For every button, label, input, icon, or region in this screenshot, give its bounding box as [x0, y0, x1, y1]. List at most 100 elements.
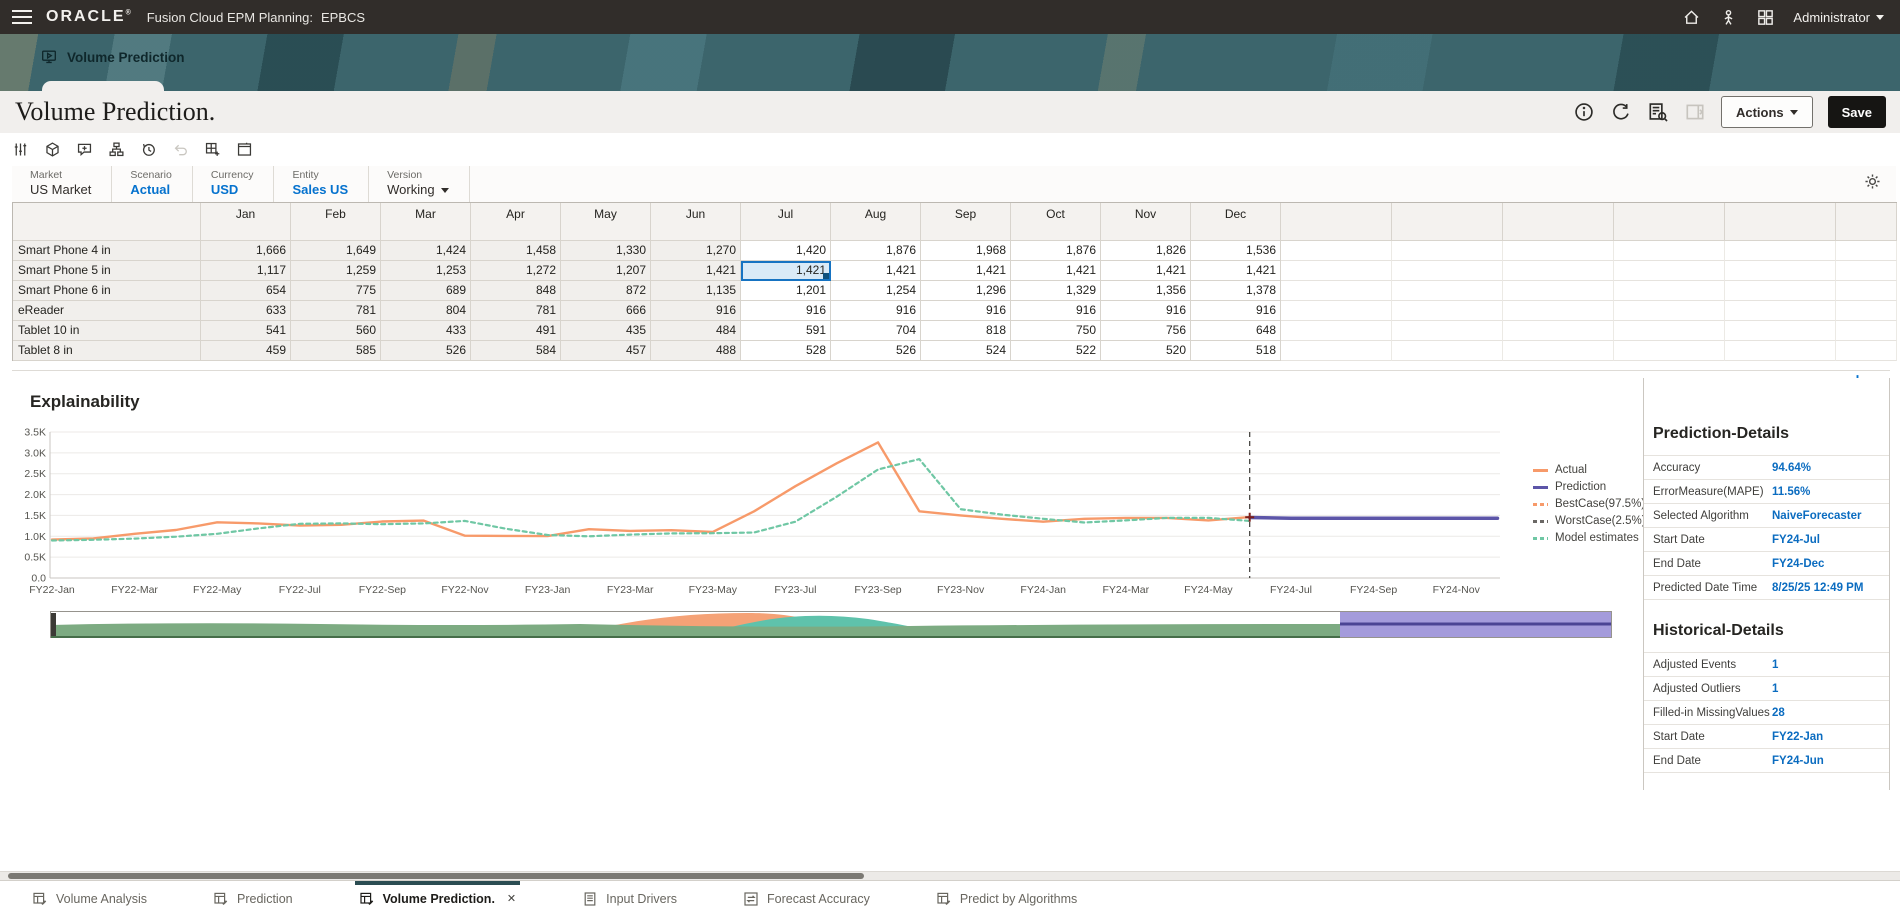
grid-cell[interactable]: 1,272	[471, 261, 561, 281]
info-icon[interactable]	[1573, 101, 1595, 123]
window-icon[interactable]	[236, 141, 253, 158]
tab-input-drivers[interactable]: Input Drivers	[578, 881, 681, 916]
grid-cell[interactable]: 524	[921, 341, 1011, 361]
grid-cell[interactable]: 459	[201, 341, 291, 361]
grid-cell[interactable]: 848	[471, 281, 561, 301]
grid-cell[interactable]: 591	[741, 321, 831, 341]
legend-item-prediction[interactable]: Prediction	[1533, 481, 1646, 493]
grid-cell[interactable]: 1,876	[1011, 241, 1101, 261]
grid-cell[interactable]: 1,329	[1011, 281, 1101, 301]
grid-cell[interactable]: 781	[291, 301, 381, 321]
hamburger-menu-icon[interactable]	[12, 10, 32, 24]
grid-cell[interactable]: 916	[1101, 301, 1191, 321]
grid-cell[interactable]: 484	[651, 321, 741, 341]
legend-item-actual[interactable]: Actual	[1533, 464, 1646, 476]
column-header-feb[interactable]: Feb	[291, 203, 381, 241]
grid-cell[interactable]: 916	[1011, 301, 1101, 321]
grid-cell[interactable]: 1,421	[1101, 261, 1191, 281]
horizontal-scrollbar-thumb[interactable]	[8, 873, 864, 879]
row-header[interactable]: Tablet 10 in	[13, 321, 201, 341]
grid-cell[interactable]: 528	[741, 341, 831, 361]
grid-cell[interactable]: 1,421	[1191, 261, 1281, 281]
actions-button[interactable]: Actions	[1720, 96, 1813, 128]
grid-cell[interactable]: 526	[381, 341, 471, 361]
grid-cell[interactable]: 1,420	[741, 241, 831, 261]
save-button[interactable]: Save	[1827, 96, 1886, 128]
grid-cell[interactable]: 1,968	[921, 241, 1011, 261]
column-header-mar[interactable]: Mar	[381, 203, 471, 241]
grid-cell[interactable]: 1,296	[921, 281, 1011, 301]
grid-cell[interactable]: 1,259	[291, 261, 381, 281]
grid-cell[interactable]: 585	[291, 341, 381, 361]
grid-cell[interactable]: 872	[561, 281, 651, 301]
grid-cell[interactable]: 1,421	[651, 261, 741, 281]
grid-cell[interactable]: 1,424	[381, 241, 471, 261]
grid-cell[interactable]: 1,421	[1011, 261, 1101, 281]
pov-member-version[interactable]: Version Working	[369, 166, 470, 202]
tab-volume-prediction-[interactable]: Volume Prediction. ✕	[355, 881, 521, 916]
grid-cell[interactable]: 1,356	[1101, 281, 1191, 301]
column-header-apr[interactable]: Apr	[471, 203, 561, 241]
grid-cell[interactable]: 1,421	[921, 261, 1011, 281]
cube-icon[interactable]	[44, 141, 61, 158]
grid-add-icon[interactable]	[204, 141, 221, 158]
grid-cell[interactable]: 704	[831, 321, 921, 341]
column-header-jun[interactable]: Jun	[651, 203, 741, 241]
tab-forecast-accuracy[interactable]: Forecast Accuracy	[739, 881, 874, 916]
grid-cell[interactable]: 1,666	[201, 241, 291, 261]
history-icon[interactable]	[140, 141, 157, 158]
grid-cell[interactable]: 1,421	[741, 261, 831, 281]
column-header-jan[interactable]: Jan	[201, 203, 291, 241]
grid-cell[interactable]: 457	[561, 341, 651, 361]
grid-cell[interactable]: 1,378	[1191, 281, 1281, 301]
grid-cell[interactable]: 520	[1101, 341, 1191, 361]
grid-cell[interactable]: 666	[561, 301, 651, 321]
pov-member-entity[interactable]: Entity Sales US	[274, 166, 370, 202]
adjust-sliders-icon[interactable]	[12, 141, 29, 158]
grid-cell[interactable]: 633	[201, 301, 291, 321]
range-left-handle[interactable]	[51, 613, 56, 636]
grid-cell[interactable]: 560	[291, 321, 381, 341]
grid-cell[interactable]: 1,270	[651, 241, 741, 261]
column-header-jul[interactable]: Jul	[741, 203, 831, 241]
grid-cell[interactable]: 1,536	[1191, 241, 1281, 261]
pov-member-scenario[interactable]: Scenario Actual	[112, 166, 193, 202]
grid-cell[interactable]: 1,826	[1101, 241, 1191, 261]
grid-cell[interactable]: 1,458	[471, 241, 561, 261]
grid-cell[interactable]: 584	[471, 341, 561, 361]
grid-cell[interactable]: 1,876	[831, 241, 921, 261]
row-header[interactable]: eReader	[13, 301, 201, 321]
user-menu[interactable]: Administrator	[1793, 10, 1884, 25]
row-header[interactable]: Smart Phone 5 in	[13, 261, 201, 281]
grid-cell[interactable]: 518	[1191, 341, 1281, 361]
grid-cell[interactable]: 488	[651, 341, 741, 361]
tab-volume-analysis[interactable]: Volume Analysis	[28, 881, 151, 916]
row-header[interactable]: Tablet 8 in	[13, 341, 201, 361]
grid-cell[interactable]: 541	[201, 321, 291, 341]
grid-cell[interactable]: 1,254	[831, 281, 921, 301]
grid-cell[interactable]: 756	[1101, 321, 1191, 341]
grid-cell[interactable]: 1,421	[831, 261, 921, 281]
accessibility-icon[interactable]	[1719, 8, 1738, 27]
home-icon[interactable]	[1682, 8, 1701, 27]
grid-cell[interactable]: 781	[471, 301, 561, 321]
grid-cell[interactable]: 433	[381, 321, 471, 341]
legend-item-model-estimates[interactable]: Model estimates	[1533, 532, 1646, 544]
row-header[interactable]: Smart Phone 4 in	[13, 241, 201, 261]
banner-tab-volume-prediction[interactable]: Volume Prediction	[40, 48, 185, 66]
grid-cell[interactable]: 804	[381, 301, 471, 321]
refresh-icon[interactable]	[1610, 101, 1632, 123]
business-rules-icon[interactable]	[1647, 101, 1669, 123]
grid-cell[interactable]: 526	[831, 341, 921, 361]
grid-cell[interactable]: 1,207	[561, 261, 651, 281]
column-header-may[interactable]: May	[561, 203, 651, 241]
grid-cell[interactable]: 916	[831, 301, 921, 321]
tab-predict-by-algorithms[interactable]: Predict by Algorithms	[932, 881, 1081, 916]
grid-cell[interactable]: 916	[1191, 301, 1281, 321]
legend-item-bestcase-97-5-[interactable]: BestCase(97.5%)	[1533, 498, 1646, 510]
apps-grid-icon[interactable]	[1756, 8, 1775, 27]
grid-cell[interactable]: 522	[1011, 341, 1101, 361]
grid-cell[interactable]: 916	[741, 301, 831, 321]
chart-range-selector[interactable]	[50, 611, 1612, 639]
pov-member-market[interactable]: Market US Market	[12, 166, 113, 202]
